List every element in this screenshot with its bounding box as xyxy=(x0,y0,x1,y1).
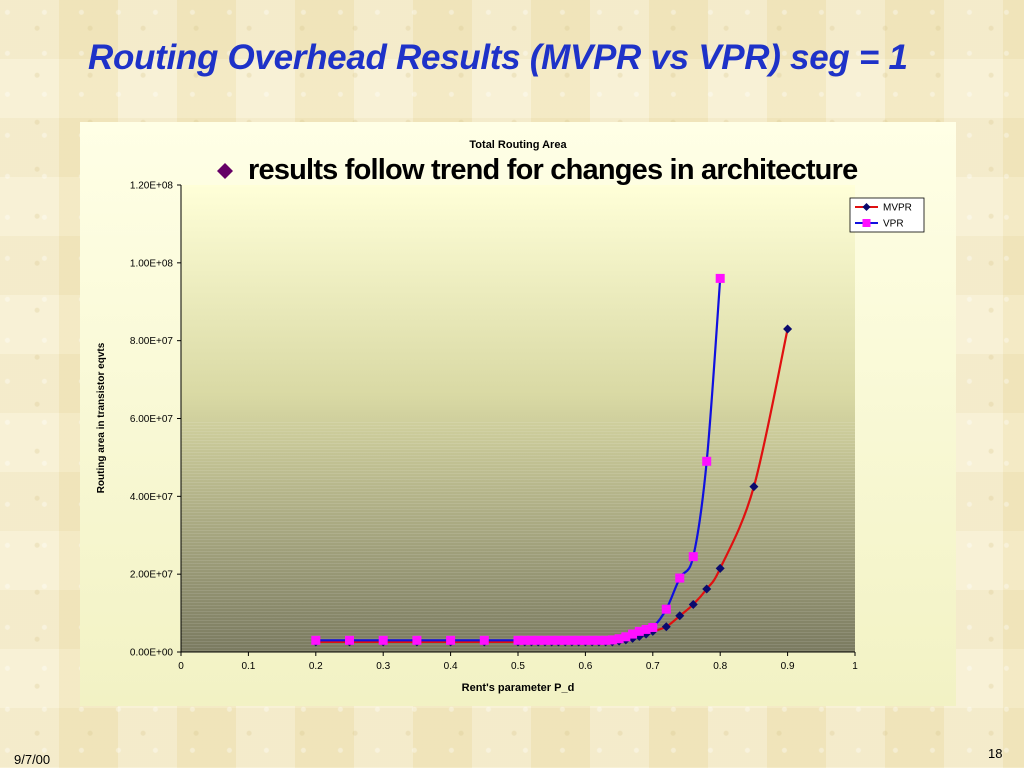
legend-label: VPR xyxy=(883,219,904,230)
y-tick-label: 0.00E+00 xyxy=(130,648,174,659)
vpr-data-point xyxy=(648,622,658,632)
legend-label: MVPR xyxy=(883,203,912,214)
x-tick-label: 0 xyxy=(178,661,184,672)
vpr-data-point xyxy=(553,635,563,645)
vpr-data-point xyxy=(688,552,698,562)
vpr-data-point xyxy=(634,626,644,636)
vpr-data-point xyxy=(479,635,489,645)
chart-title: Total Routing Area xyxy=(469,139,567,151)
x-tick-label: 0.6 xyxy=(578,661,592,672)
vpr-data-point xyxy=(540,635,550,645)
y-axis-label: Routing area in transistor eqvts xyxy=(96,342,107,493)
vpr-data-point xyxy=(567,635,577,645)
vpr-data-point xyxy=(621,632,631,642)
vpr-data-point xyxy=(702,456,712,466)
mvpr-data-point xyxy=(749,482,759,492)
mvpr-data-point xyxy=(783,324,793,334)
y-tick-label: 6.00E+07 xyxy=(130,414,174,425)
y-tick-label: 4.00E+07 xyxy=(130,492,174,503)
vpr-data-point xyxy=(378,635,388,645)
vpr-data-point xyxy=(601,635,611,645)
y-tick-label: 1.00E+08 xyxy=(130,258,174,269)
bullet-point: results follow trend for changes in arch… xyxy=(216,154,858,187)
vpr-data-point xyxy=(526,635,536,645)
x-tick-label: 0.9 xyxy=(781,661,795,672)
vpr-data-point xyxy=(641,624,651,634)
chart-area: Total Routing Area 0.00E+00 2.00E+07 4.00E… xyxy=(80,122,956,706)
x-tick-label: 0.7 xyxy=(646,661,660,672)
vpr-data-point xyxy=(345,635,354,645)
vpr-data-point xyxy=(614,634,624,644)
vpr-data-point xyxy=(412,635,422,645)
vpr-data-point xyxy=(446,635,456,645)
y-tick-label: 8.00E+07 xyxy=(130,336,174,347)
chart-axes: 0.00E+00 2.00E+07 4.00E+07 6.00E+07 8.00E+07… xyxy=(130,181,858,673)
x-tick-label: 0.1 xyxy=(241,661,255,672)
vpr-data-point xyxy=(547,635,557,645)
legend-box xyxy=(849,197,925,233)
vpr-data-point xyxy=(675,573,685,583)
diamond-bullet-icon xyxy=(217,162,233,179)
vpr-data-point xyxy=(661,604,671,614)
x-tick-label: 0.8 xyxy=(713,661,727,672)
slide-title: Routing Overhead Results (MVPR vs VPR) s… xyxy=(88,38,908,77)
vpr-data-point xyxy=(311,635,321,645)
vpr-data-point xyxy=(607,635,617,645)
x-tick-label: 0.3 xyxy=(376,661,390,672)
vpr-data-point xyxy=(574,635,584,645)
vpr-data-point xyxy=(533,635,543,645)
mvpr-data-point xyxy=(702,584,712,594)
legend-marker xyxy=(862,219,871,227)
vpr-data-point xyxy=(580,635,590,645)
chart-series xyxy=(311,273,793,647)
vpr-data-point xyxy=(520,635,530,645)
x-tick-label: 0.4 xyxy=(444,661,458,672)
mvpr-data-point xyxy=(661,622,671,632)
vpr-data-point xyxy=(628,629,638,639)
vpr-data-point xyxy=(587,635,597,645)
x-tick-label: 1 xyxy=(852,661,858,672)
plot-texture xyxy=(181,422,855,652)
footer-date: 9/7/00 xyxy=(14,752,51,767)
vpr-data-point xyxy=(715,273,725,283)
vpr-data-point xyxy=(513,635,523,645)
bullet-text: results follow trend for changes in arch… xyxy=(248,154,858,186)
vpr-data-point xyxy=(594,635,604,645)
mvpr-data-point xyxy=(675,611,685,621)
y-tick-label: 2.00E+07 xyxy=(130,570,174,581)
x-tick-label: 0.2 xyxy=(309,661,323,672)
chart-legend: MVPR VPR xyxy=(849,197,925,233)
x-tick-label: 0.5 xyxy=(511,661,525,672)
chart-svg: Total Routing Area 0.00E+00 2.00E+07 4.00E… xyxy=(80,122,956,706)
vpr-data-point xyxy=(560,635,570,645)
legend-marker xyxy=(862,203,871,211)
y-tick-label: 1.20E+08 xyxy=(130,181,174,192)
page-number: 18 xyxy=(988,746,1003,761)
mvpr-data-point xyxy=(688,600,698,610)
mvpr-data-point xyxy=(715,563,725,573)
x-axis-label: Rent's parameter P_d xyxy=(462,682,575,694)
